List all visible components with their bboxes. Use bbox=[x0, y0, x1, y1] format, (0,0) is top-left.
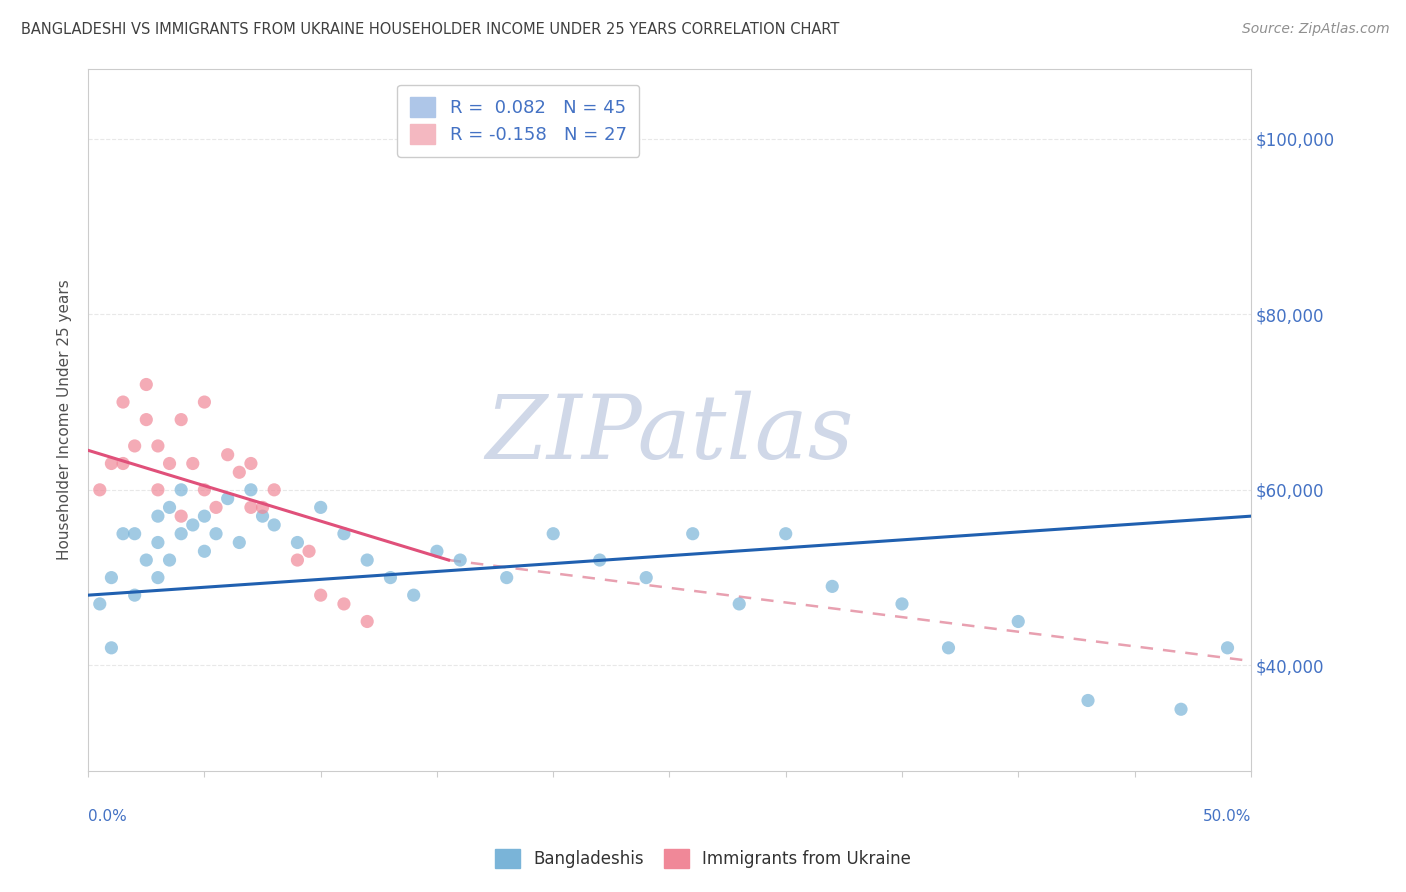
Text: BANGLADESHI VS IMMIGRANTS FROM UKRAINE HOUSEHOLDER INCOME UNDER 25 YEARS CORRELA: BANGLADESHI VS IMMIGRANTS FROM UKRAINE H… bbox=[21, 22, 839, 37]
Point bbox=[205, 526, 228, 541]
Text: 0.0%: 0.0% bbox=[89, 809, 127, 824]
Point bbox=[100, 457, 122, 471]
Point bbox=[682, 526, 704, 541]
Point bbox=[380, 571, 402, 585]
Point bbox=[89, 597, 111, 611]
Point bbox=[891, 597, 914, 611]
Point bbox=[287, 553, 309, 567]
Point bbox=[170, 483, 193, 497]
Point bbox=[239, 457, 262, 471]
Point bbox=[449, 553, 471, 567]
Point bbox=[239, 483, 262, 497]
Point bbox=[728, 597, 751, 611]
Point bbox=[112, 395, 135, 409]
Point bbox=[589, 553, 612, 567]
Point bbox=[1216, 640, 1239, 655]
Point bbox=[146, 439, 169, 453]
Point bbox=[193, 509, 215, 524]
Point bbox=[112, 457, 135, 471]
Point bbox=[146, 571, 169, 585]
Point bbox=[217, 448, 239, 462]
Point bbox=[193, 395, 215, 409]
Legend: Bangladeshis, Immigrants from Ukraine: Bangladeshis, Immigrants from Ukraine bbox=[488, 843, 918, 875]
Point bbox=[426, 544, 449, 558]
Point bbox=[100, 571, 122, 585]
Point bbox=[112, 526, 135, 541]
Point bbox=[356, 615, 378, 629]
Point bbox=[135, 553, 157, 567]
Point bbox=[146, 509, 169, 524]
Point bbox=[252, 500, 274, 515]
Point bbox=[333, 526, 356, 541]
Point bbox=[495, 571, 517, 585]
Point bbox=[228, 465, 250, 479]
Text: ZIPatlas: ZIPatlas bbox=[485, 390, 853, 477]
Legend: R =  0.082   N = 45, R = -0.158   N = 27: R = 0.082 N = 45, R = -0.158 N = 27 bbox=[398, 85, 640, 157]
Point bbox=[217, 491, 239, 506]
Point bbox=[135, 412, 157, 426]
Point bbox=[135, 377, 157, 392]
Point bbox=[1007, 615, 1029, 629]
Point bbox=[170, 509, 193, 524]
Point bbox=[159, 553, 181, 567]
Point bbox=[821, 579, 844, 593]
Point bbox=[170, 526, 193, 541]
Point bbox=[124, 588, 146, 602]
Point bbox=[309, 500, 332, 515]
Point bbox=[239, 500, 262, 515]
Point bbox=[159, 500, 181, 515]
Point bbox=[170, 412, 193, 426]
Text: 50.0%: 50.0% bbox=[1202, 809, 1251, 824]
Point bbox=[333, 597, 356, 611]
Point bbox=[89, 483, 111, 497]
Y-axis label: Householder Income Under 25 years: Householder Income Under 25 years bbox=[58, 279, 72, 560]
Point bbox=[263, 483, 285, 497]
Point bbox=[287, 535, 309, 549]
Point bbox=[775, 526, 797, 541]
Point bbox=[263, 517, 285, 532]
Point bbox=[636, 571, 658, 585]
Point bbox=[356, 553, 378, 567]
Point bbox=[100, 640, 122, 655]
Point bbox=[193, 544, 215, 558]
Text: Source: ZipAtlas.com: Source: ZipAtlas.com bbox=[1241, 22, 1389, 37]
Point bbox=[938, 640, 960, 655]
Point bbox=[146, 535, 169, 549]
Point bbox=[309, 588, 332, 602]
Point bbox=[159, 457, 181, 471]
Point bbox=[124, 439, 146, 453]
Point bbox=[146, 483, 169, 497]
Point bbox=[541, 526, 564, 541]
Point bbox=[252, 509, 274, 524]
Point bbox=[181, 517, 204, 532]
Point bbox=[1077, 693, 1099, 707]
Point bbox=[228, 535, 250, 549]
Point bbox=[402, 588, 425, 602]
Point bbox=[298, 544, 321, 558]
Point bbox=[1170, 702, 1192, 716]
Point bbox=[124, 526, 146, 541]
Point bbox=[181, 457, 204, 471]
Point bbox=[193, 483, 215, 497]
Point bbox=[205, 500, 228, 515]
